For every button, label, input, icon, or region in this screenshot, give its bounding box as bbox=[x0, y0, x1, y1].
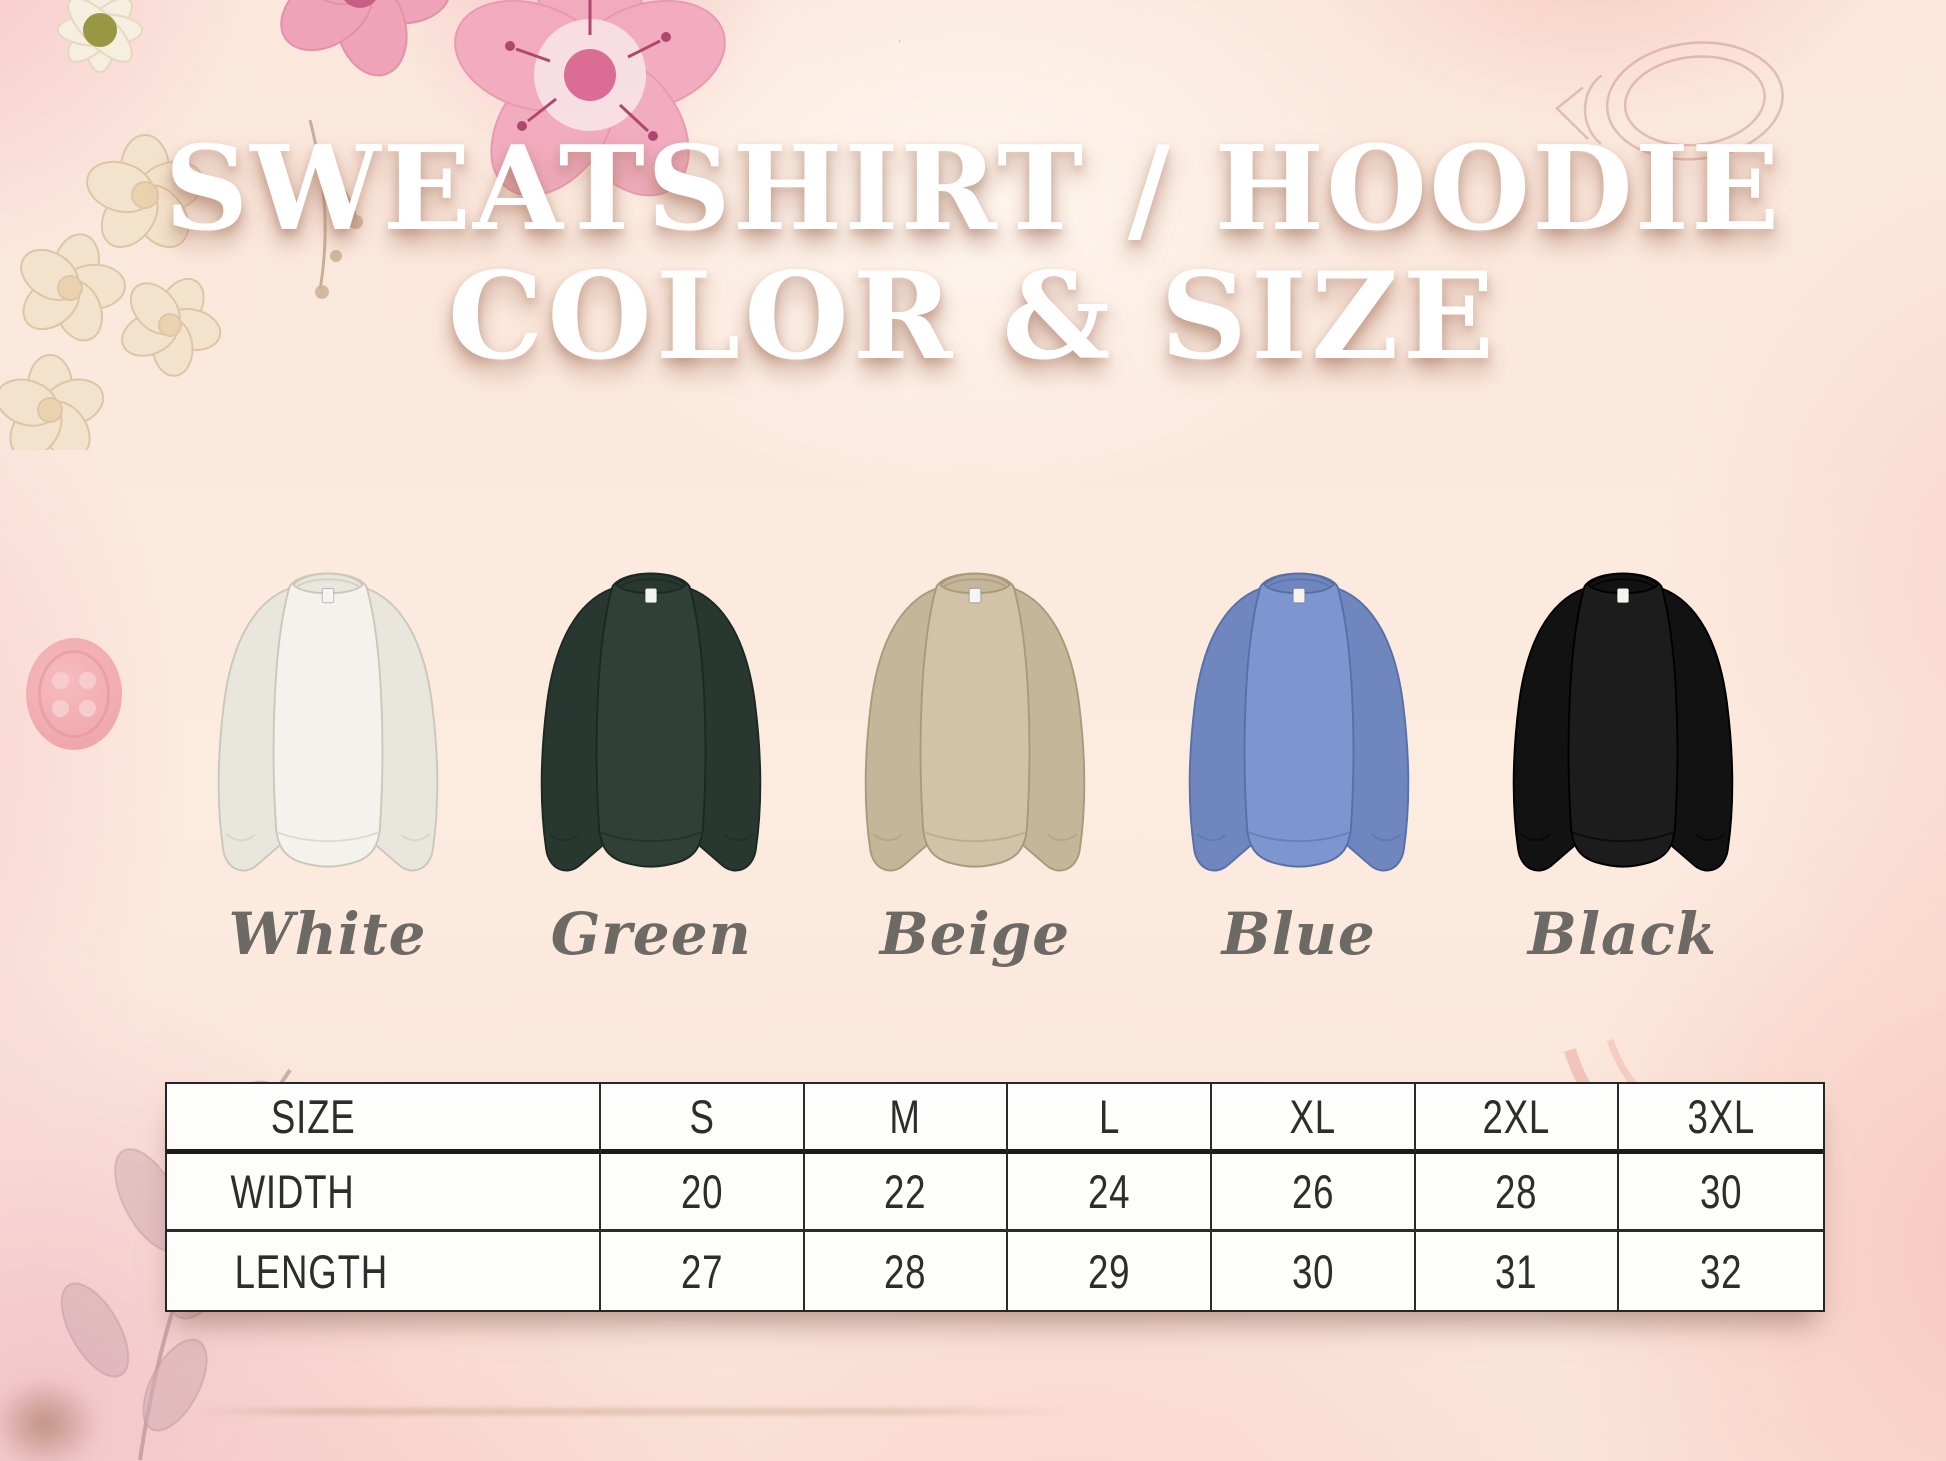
table-row-label-length: LENGTH bbox=[167, 1232, 601, 1310]
title-line-1: SWEATSHIRT / HOODIE bbox=[164, 121, 1782, 257]
color-label: Green bbox=[550, 900, 752, 968]
title-line-2: COLOR & SIZE bbox=[447, 245, 1499, 387]
table-cell: 31 bbox=[1416, 1232, 1620, 1310]
table-cell: 26 bbox=[1211, 1154, 1416, 1232]
product-row: White Green Beige bbox=[175, 548, 1775, 968]
table-header-l: L bbox=[1008, 1084, 1212, 1154]
table-header-s: S bbox=[600, 1084, 805, 1154]
table-row-label-width: WIDTH bbox=[167, 1154, 601, 1232]
sweatshirt-graphic bbox=[864, 572, 1086, 872]
color-label: Black bbox=[1527, 900, 1718, 968]
sweatshirt-black: Black bbox=[1470, 548, 1775, 968]
table-header-m: M bbox=[804, 1084, 1009, 1154]
table-cell: 29 bbox=[1008, 1232, 1212, 1310]
sweatshirt-blue: Blue bbox=[1146, 548, 1451, 968]
table-header-xl: XL bbox=[1211, 1084, 1416, 1154]
table-cell: 24 bbox=[1008, 1154, 1212, 1232]
page-title: SWEATSHIRT / HOODIE COLOR & SIZE bbox=[0, 121, 1946, 387]
sweatshirt-beige: Beige bbox=[823, 548, 1128, 968]
sweatshirt-graphic bbox=[1512, 572, 1733, 872]
table-header-3xl: 3XL bbox=[1619, 1084, 1823, 1154]
table-cell: 27 bbox=[601, 1232, 805, 1310]
color-label: Beige bbox=[879, 900, 1071, 968]
sweatshirt-white: White bbox=[175, 548, 480, 968]
table-cell: 28 bbox=[805, 1232, 1009, 1310]
table-header-size: SIZE bbox=[167, 1084, 601, 1154]
table-cell: 20 bbox=[600, 1154, 805, 1232]
sweatshirt-graphic bbox=[540, 572, 762, 872]
table-cell: 32 bbox=[1699, 1244, 1743, 1298]
table-cell: 22 bbox=[804, 1154, 1009, 1232]
table-cell: 28 bbox=[1415, 1154, 1620, 1232]
table-cell: 30 bbox=[1212, 1232, 1416, 1310]
table-header-2xl: 2XL bbox=[1415, 1084, 1620, 1154]
table-cell: 30 bbox=[1619, 1154, 1823, 1232]
color-label: Blue bbox=[1221, 900, 1376, 968]
size-table: SIZE S M L XL 2XL 3XL WIDTH 20 22 24 26 28 30 LENGTH 27… bbox=[165, 1082, 1825, 1312]
sweatshirt-graphic bbox=[217, 572, 438, 872]
button-icon bbox=[26, 638, 122, 750]
sweatshirt-graphic bbox=[1188, 572, 1410, 872]
watercolor-wash bbox=[190, 1408, 1070, 1415]
watercolor-wash bbox=[0, 1378, 100, 1461]
sweatshirt-green: Green bbox=[499, 548, 804, 968]
color-label: White bbox=[228, 900, 427, 968]
